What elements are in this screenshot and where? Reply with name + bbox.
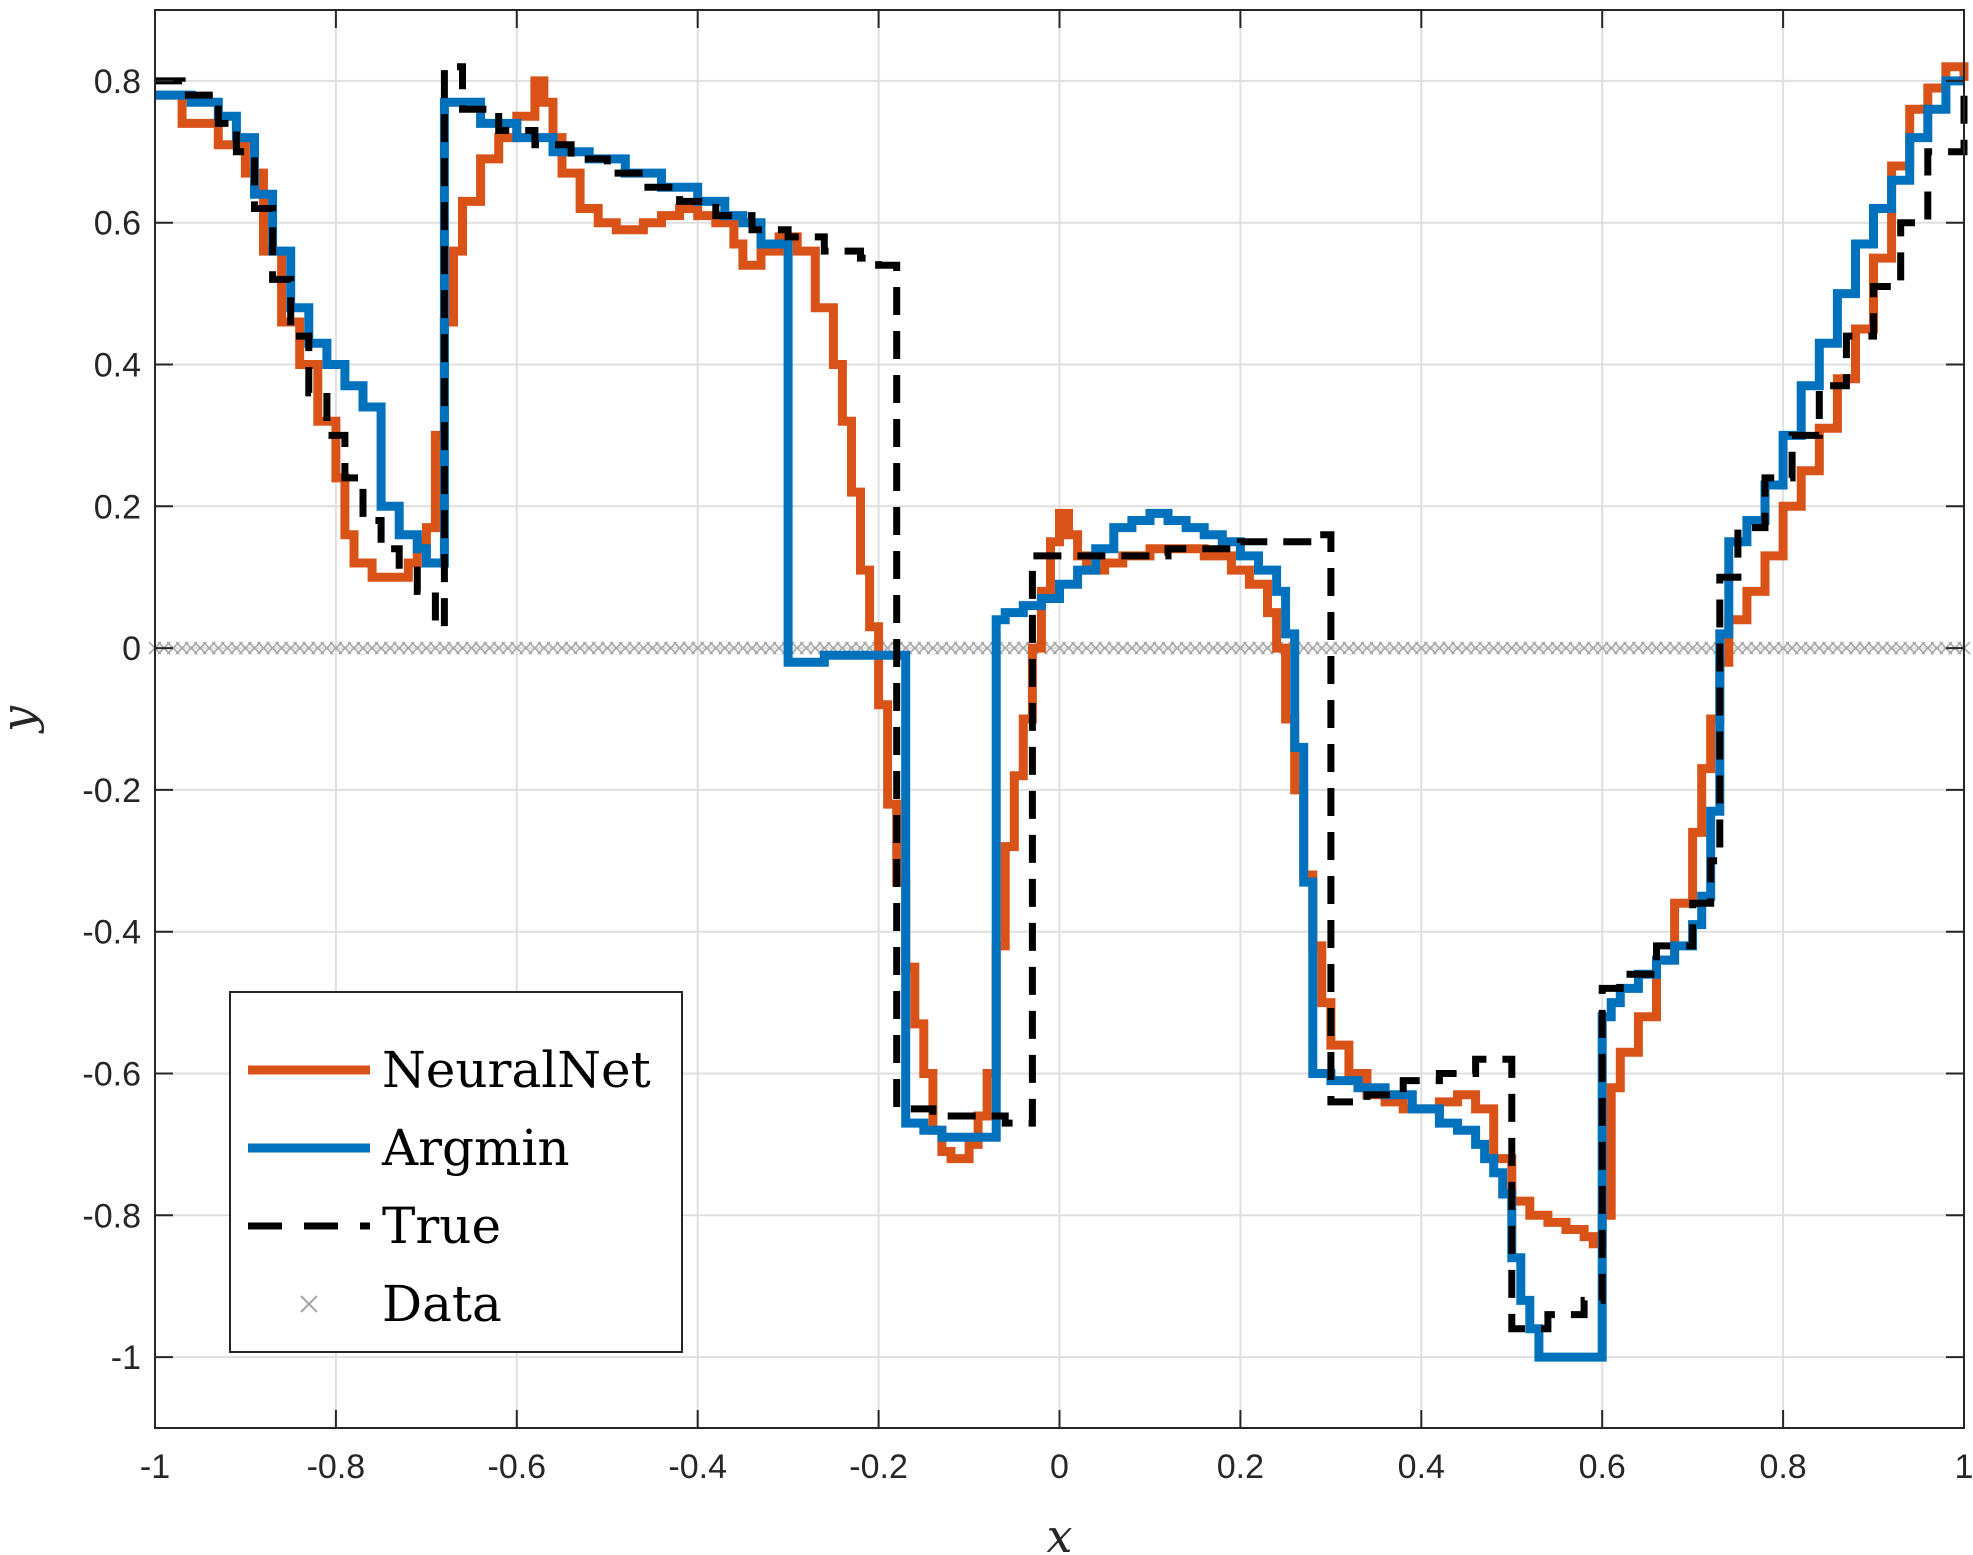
- x-ticks: -1 -0.8 -0.6 -0.4 -0.2 0 0.2 0.4 0.6 0.8 1: [140, 10, 1973, 1486]
- x-tick-label: -0.4: [668, 1448, 727, 1486]
- x-tick-label: -1: [140, 1448, 170, 1486]
- y-tick-label: 0.8: [94, 63, 141, 101]
- y-tick-label: -0.8: [82, 1197, 141, 1235]
- x-axis-label: x: [1047, 1509, 1073, 1555]
- y-tick-label: 0.2: [94, 488, 141, 526]
- series-true-line: [155, 63, 1968, 1333]
- x-tick-label: -0.6: [488, 1448, 547, 1486]
- y-tick-label: -0.6: [82, 1056, 141, 1094]
- x-tick-label: 0.8: [1759, 1448, 1806, 1486]
- legend-label-argmin: Argmin: [381, 1119, 570, 1177]
- x-tick-label: 0: [1050, 1448, 1069, 1486]
- y-axis-label: y: [0, 705, 45, 734]
- x-tick-label: -0.8: [307, 1448, 366, 1486]
- data-markers: [148, 641, 1971, 655]
- legend: NeuralNet Argmin True Data: [229, 991, 683, 1353]
- x-tick-label: 0.6: [1579, 1448, 1626, 1486]
- x-tick-label: 1: [1955, 1448, 1973, 1486]
- series-layer: [148, 62, 1971, 1362]
- y-tick-label: 0.4: [94, 347, 141, 385]
- legend-label-data: Data: [382, 1275, 502, 1333]
- legend-swatch-data: [300, 1295, 318, 1313]
- x-tick-label: -0.2: [849, 1448, 908, 1486]
- y-tick-label: 0.6: [94, 205, 141, 243]
- y-tick-label: -0.2: [82, 772, 141, 810]
- legend-label-neuralnet: NeuralNet: [382, 1041, 651, 1099]
- legend-box: [229, 991, 683, 1353]
- x-tick-label: 0.4: [1398, 1448, 1445, 1486]
- y-tick-label: -0.4: [82, 914, 141, 952]
- legend-label-true: True: [382, 1197, 501, 1255]
- y-ticks: -1 -0.8 -0.6 -0.4 -0.2 0 0.2 0.4 0.6 0.8: [82, 63, 1964, 1377]
- y-tick-label: 0: [122, 630, 141, 668]
- x-tick-label: 0.2: [1217, 1448, 1264, 1486]
- y-tick-label: -1: [111, 1339, 141, 1377]
- series-neuralnet-line: [155, 62, 1969, 1249]
- series-argmin-line: [155, 76, 1964, 1362]
